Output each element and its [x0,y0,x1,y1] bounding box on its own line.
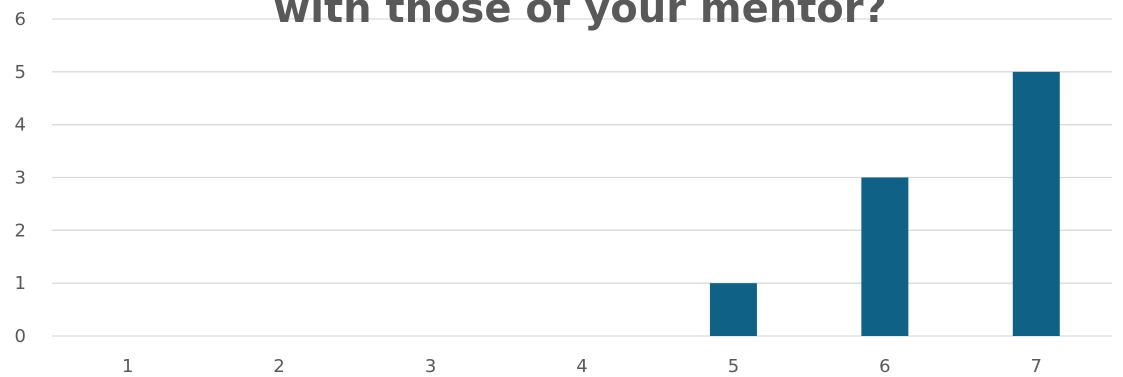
x-tick-label: 5 [728,356,739,377]
y-tick-label: 2 [15,220,26,241]
x-axis-ticks: 1 2 3 4 5 6 7 [122,356,1042,377]
gridlines [52,18,1112,337]
chart-title: with those of your mentor? [273,0,886,32]
y-axis-ticks: 0 1 2 3 4 5 6 [15,9,26,347]
x-tick-label: 2 [273,356,284,377]
bar-5 [709,283,757,336]
bar-7 [1012,71,1060,336]
bars [709,71,1060,336]
y-tick-label: 3 [15,168,26,189]
x-tick-label: 6 [879,356,890,377]
y-tick-label: 0 [15,326,26,347]
y-tick-label: 6 [15,9,26,30]
x-tick-label: 1 [122,356,133,377]
y-tick-label: 4 [15,115,26,136]
x-tick-label: 4 [576,356,587,377]
y-tick-label: 1 [15,273,26,294]
x-tick-label: 3 [425,356,436,377]
bar-6 [861,177,909,336]
y-tick-label: 5 [15,62,26,83]
x-tick-label: 7 [1031,356,1042,377]
